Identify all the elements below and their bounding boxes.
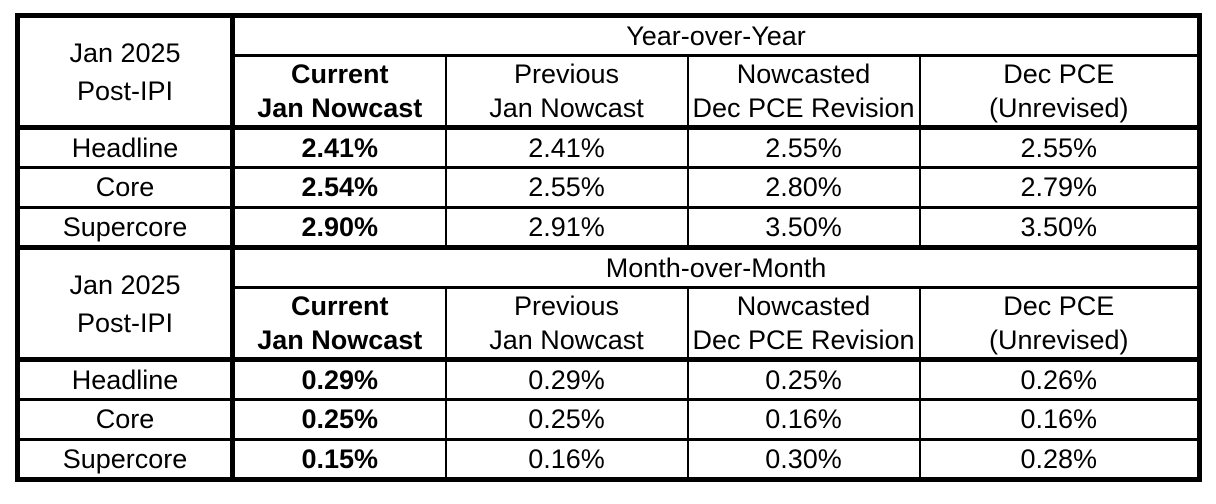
yoy-corner-cell: Jan 2025 Post-IPI [16,14,235,130]
cell-value: 2.80% [686,166,921,209]
mom-col-previous: Previous Jan Nowcast [444,286,689,362]
yoy-row-headline: Headline 2.41% 2.41% 2.55% 2.55% [16,126,1201,169]
col-header-line: Current [290,59,389,89]
mom-col-current: Current Jan Nowcast [231,286,447,362]
cell-value: 2.79% [918,166,1201,209]
col-header-line: Dec PCE [1003,59,1115,89]
col-header-line: Nowcasted [736,59,871,89]
mom-row-core: Core 0.25% 0.25% 0.16% 0.16% [16,398,1201,441]
mom-section-title: Month-over-Month [231,246,1201,289]
row-label: Core [16,166,235,209]
cell-value: 3.50% [918,206,1201,250]
col-header-line: Previous [513,59,620,89]
mom-col-nowcasted-revision: Nowcasted Dec PCE Revision [686,286,921,362]
cell-value: 0.16% [686,398,921,441]
corner-line2: Post-IPI [76,75,174,106]
corner-line1: Jan 2025 [69,37,181,68]
cell-value: 0.28% [918,438,1201,482]
cell-value: 0.29% [444,358,689,401]
mom-corner-cell: Jan 2025 Post-IPI [16,246,235,362]
cell-value: 3.50% [686,206,921,250]
cell-value: 0.29% [231,358,447,401]
yoy-row-core: Core 2.54% 2.55% 2.80% 2.79% [16,166,1201,209]
col-header-line: Jan Nowcast [257,325,423,355]
cell-value: 0.15% [231,438,447,482]
yoy-col-current: Current Jan Nowcast [231,54,447,130]
mom-col-unrevised: Dec PCE (Unrevised) [918,286,1201,362]
mom-row-supercore: Supercore 0.15% 0.16% 0.30% 0.28% [16,438,1201,482]
yoy-col-previous: Previous Jan Nowcast [444,54,689,130]
cell-value: 0.26% [918,358,1201,401]
mom-header-row: Current Jan Nowcast Previous Jan Nowcast… [18,286,1201,362]
row-label: Headline [16,358,235,401]
row-label: Headline [16,126,235,169]
row-label: Core [16,398,235,441]
cell-value: 0.30% [686,438,921,482]
cell-value: 2.91% [444,206,689,250]
row-label: Supercore [16,206,235,250]
cell-value: 0.25% [231,398,447,441]
col-header-line: Jan Nowcast [489,325,644,355]
cell-value: 0.25% [686,358,921,401]
row-label: Supercore [16,438,235,482]
col-header-line: Jan Nowcast [489,93,644,123]
corner-line1: Jan 2025 [69,269,181,300]
col-header-line: Jan Nowcast [257,93,423,123]
mom-title-row: Jan 2025 Post-IPI Month-over-Month [16,246,1201,362]
cell-value: 2.55% [444,166,689,209]
yoy-title-row: Jan 2025 Post-IPI Year-over-Year [16,14,1201,130]
col-header-line: Dec PCE Revision [692,325,915,355]
cell-value: 2.54% [231,166,447,209]
cell-value: 2.55% [918,126,1201,169]
pce-nowcast-table: Jan 2025 Post-IPI Year-over-Year Current… [15,13,1202,482]
col-header-line: Nowcasted [736,291,871,321]
col-header-line: Dec PCE Revision [692,93,915,123]
corner-line2: Post-IPI [76,307,174,338]
yoy-row-supercore: Supercore 2.90% 2.91% 3.50% 3.50% [16,206,1201,250]
cell-value: 0.16% [444,438,689,482]
yoy-col-nowcasted-revision: Nowcasted Dec PCE Revision [686,54,921,130]
col-header-line: (Unrevised) [988,93,1129,123]
cell-value: 2.55% [686,126,921,169]
yoy-col-unrevised: Dec PCE (Unrevised) [918,54,1201,130]
yoy-section-title: Year-over-Year [231,14,1201,57]
cell-value: 0.25% [444,398,689,441]
cell-value: 2.41% [231,126,447,169]
col-header-line: Dec PCE [1003,291,1115,321]
col-header-line: Previous [513,291,620,321]
cell-value: 0.16% [918,398,1201,441]
col-header-line: Current [290,291,389,321]
col-header-line: (Unrevised) [988,325,1129,355]
mom-row-headline: Headline 0.29% 0.29% 0.25% 0.26% [16,358,1201,401]
cell-value: 2.90% [231,206,447,250]
yoy-header-row: Current Jan Nowcast Previous Jan Nowcast… [18,54,1201,130]
cell-value: 2.41% [444,126,689,169]
